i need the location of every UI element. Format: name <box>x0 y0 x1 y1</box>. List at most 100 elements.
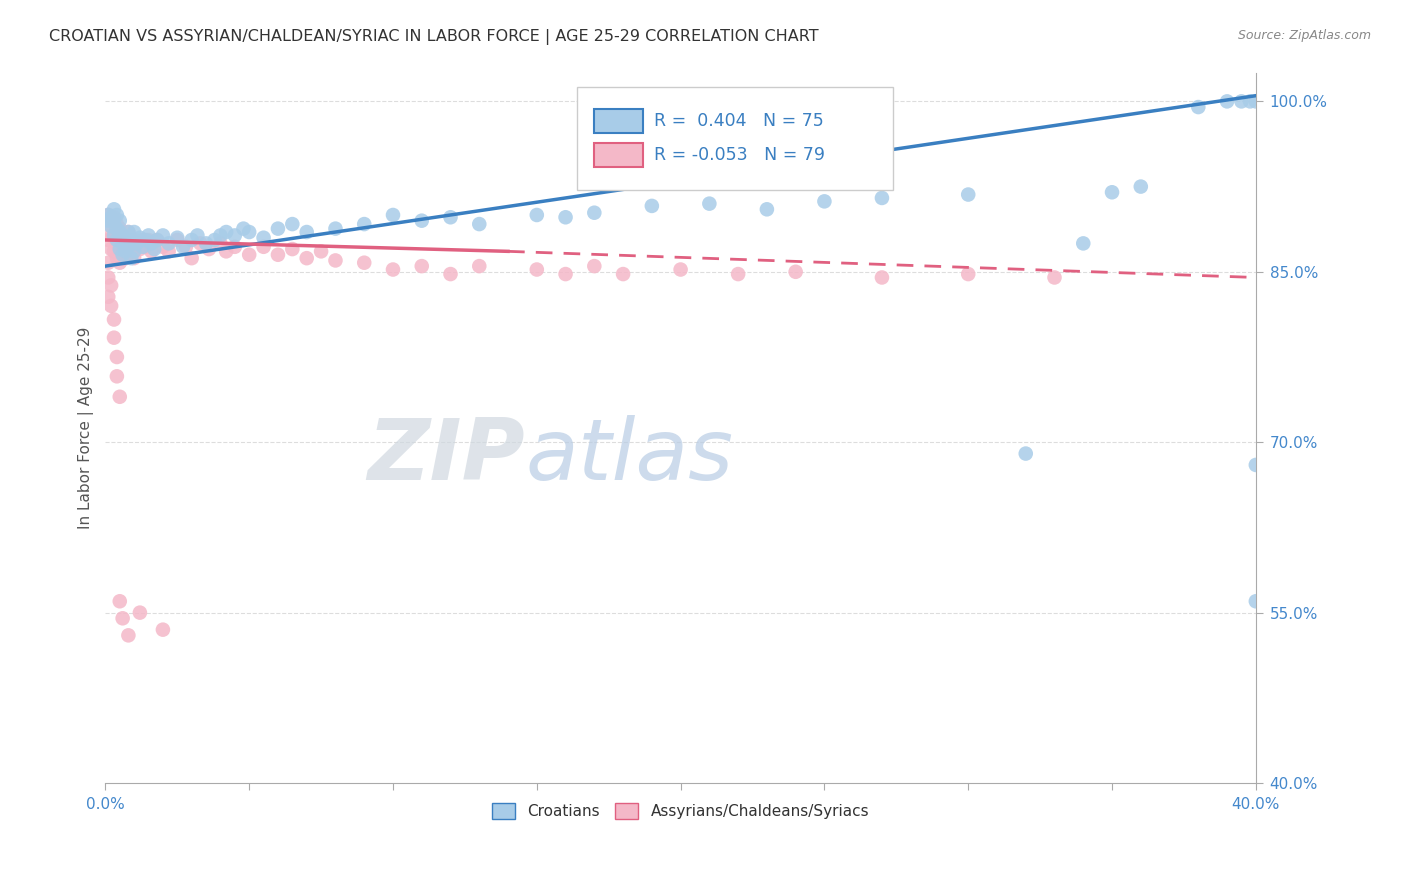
Point <box>198 242 221 256</box>
Point <box>103 312 125 326</box>
Point <box>141 236 163 251</box>
Point <box>108 240 131 254</box>
Point <box>111 228 134 243</box>
Legend: Croatians, Assyrians/Chaldeans/Syriacs: Croatians, Assyrians/Chaldeans/Syriacs <box>486 797 875 825</box>
Point <box>468 217 491 231</box>
Text: R =  0.404   N = 75: R = 0.404 N = 75 <box>654 112 824 130</box>
Point <box>612 267 634 281</box>
Point <box>411 213 433 227</box>
Point <box>105 350 128 364</box>
Point <box>957 267 980 281</box>
Point <box>281 242 304 256</box>
Point <box>172 240 194 254</box>
Point <box>97 290 120 304</box>
Point <box>111 236 134 251</box>
Point <box>132 240 155 254</box>
Point <box>105 369 128 384</box>
Point <box>146 233 169 247</box>
Point <box>669 262 692 277</box>
Point <box>97 256 120 270</box>
Point <box>111 248 134 262</box>
Point <box>103 228 125 243</box>
Point <box>439 267 461 281</box>
Point <box>1239 95 1261 109</box>
Point <box>125 236 148 251</box>
Point <box>957 187 980 202</box>
Point <box>100 278 122 293</box>
Point <box>103 331 125 345</box>
Point <box>125 236 148 251</box>
Point <box>295 251 318 265</box>
Point <box>870 270 893 285</box>
Point <box>727 267 749 281</box>
Point <box>1015 446 1038 460</box>
Point <box>132 233 155 247</box>
FancyBboxPatch shape <box>595 109 643 133</box>
Point <box>180 251 202 265</box>
Point <box>238 248 260 262</box>
Point <box>755 202 778 217</box>
Point <box>1043 270 1066 285</box>
Point <box>103 213 125 227</box>
Point <box>353 217 375 231</box>
Point <box>117 225 139 239</box>
Point <box>111 228 134 243</box>
Point <box>252 240 274 254</box>
Point <box>267 248 290 262</box>
Point <box>122 251 145 265</box>
Point <box>224 228 246 243</box>
Point <box>157 236 180 251</box>
Point <box>120 230 142 244</box>
Point <box>105 217 128 231</box>
Point <box>152 228 174 243</box>
Point <box>114 233 136 247</box>
Point <box>204 233 226 247</box>
Point <box>382 208 405 222</box>
Point <box>699 196 721 211</box>
Point <box>108 225 131 239</box>
Point <box>157 244 180 259</box>
FancyBboxPatch shape <box>576 87 893 190</box>
Point <box>141 244 163 259</box>
Point <box>382 262 405 277</box>
Point <box>117 225 139 239</box>
Point <box>174 240 197 254</box>
Point <box>224 240 246 254</box>
Point <box>785 265 807 279</box>
Point <box>108 242 131 256</box>
Point <box>554 211 576 225</box>
Point <box>554 267 576 281</box>
Point <box>1101 186 1123 200</box>
Point <box>105 236 128 251</box>
Point <box>105 251 128 265</box>
Point <box>122 225 145 239</box>
FancyBboxPatch shape <box>595 143 643 167</box>
Point <box>152 623 174 637</box>
Point <box>120 248 142 262</box>
Point <box>122 244 145 259</box>
Point <box>100 211 122 225</box>
Point <box>166 233 188 247</box>
Point <box>114 244 136 259</box>
Point <box>111 611 134 625</box>
Point <box>641 199 664 213</box>
Point <box>128 230 150 244</box>
Point <box>105 208 128 222</box>
Point <box>195 236 218 251</box>
Point <box>143 242 166 256</box>
Point <box>232 221 254 235</box>
Point <box>128 606 150 620</box>
Text: atlas: atlas <box>526 415 734 498</box>
Point <box>97 208 120 222</box>
Point <box>117 240 139 254</box>
Point <box>114 251 136 265</box>
Point <box>252 230 274 244</box>
Point <box>1244 95 1267 109</box>
Point <box>108 390 131 404</box>
Point <box>117 628 139 642</box>
Point <box>1187 100 1209 114</box>
Point <box>411 259 433 273</box>
Point <box>1216 95 1239 109</box>
Point <box>813 194 835 209</box>
Point <box>238 225 260 239</box>
